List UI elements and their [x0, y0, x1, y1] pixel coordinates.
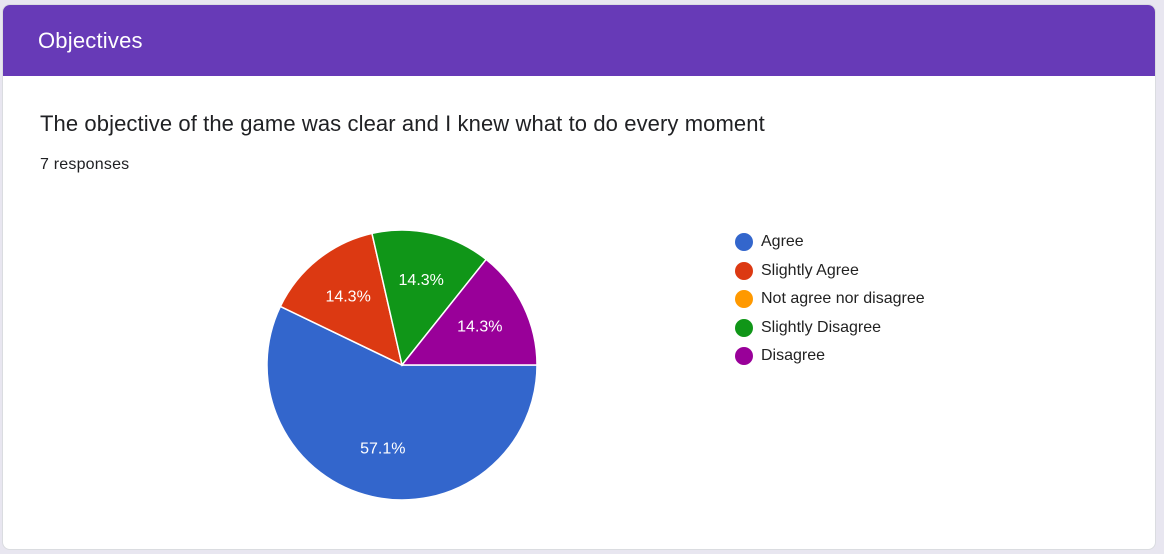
- legend-swatch: [735, 318, 753, 337]
- legend-swatch: [735, 290, 753, 309]
- pie-slice-slightly-agree[interactable]: [279, 232, 404, 367]
- question-card: Objectives The objective of the game was…: [2, 4, 1156, 550]
- legend-item[interactable]: Disagree: [735, 342, 925, 371]
- legend-swatch: [735, 261, 753, 280]
- pie-slice-label: 57.1%: [360, 440, 405, 457]
- section-title: Objectives: [38, 27, 143, 53]
- section-header: Objectives: [3, 5, 1155, 76]
- legend-swatch: [735, 233, 753, 252]
- legend-label: Not agree nor disagree: [761, 290, 925, 308]
- legend-swatch: [735, 347, 753, 366]
- pie-chart: 57.1% 14.3% 14.3% 14.3%: [266, 229, 538, 501]
- pie-slice-label: 14.3%: [399, 272, 444, 289]
- pie-slice-disagree[interactable]: [400, 258, 538, 366]
- pie-slice-label: 14.3%: [457, 319, 502, 336]
- legend-item[interactable]: Slightly Agree: [735, 257, 925, 286]
- legend-label: Slightly Agree: [761, 261, 859, 279]
- chart-legend: Agree Slightly Agree Not agree nor disagre…: [735, 228, 925, 371]
- pie-slice-agree[interactable]: [266, 305, 538, 501]
- question-title: The objective of the game was clear and …: [40, 111, 765, 136]
- pie-slice-label: 14.3%: [325, 289, 370, 306]
- response-count: 7 responses: [40, 156, 130, 173]
- legend-item[interactable]: Agree: [735, 228, 925, 257]
- legend-item[interactable]: Not agree nor disagree: [735, 285, 925, 314]
- legend-label: Slightly Disagree: [761, 318, 882, 336]
- legend-label: Agree: [761, 233, 804, 251]
- legend-item[interactable]: Slightly Disagree: [735, 314, 925, 343]
- pie-slice-slightly-disagree[interactable]: [371, 229, 488, 367]
- legend-label: Disagree: [761, 347, 826, 365]
